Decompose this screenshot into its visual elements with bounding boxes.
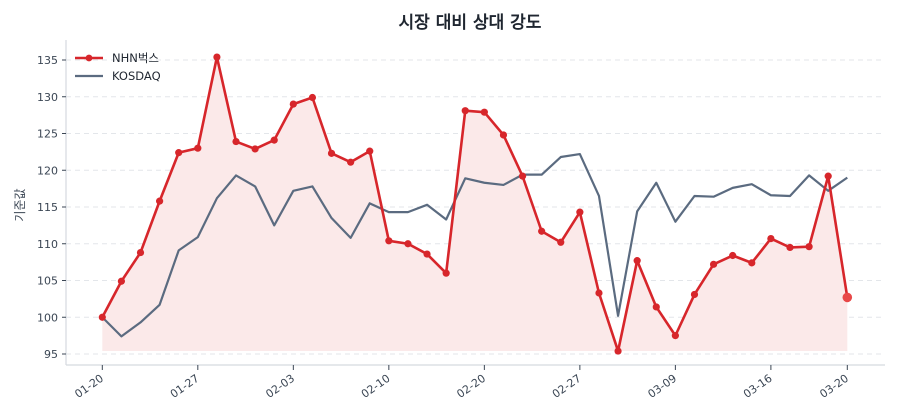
x-tick-label: 02-10 — [359, 372, 393, 401]
point-marker — [366, 147, 374, 155]
y-tick-label: 125 — [37, 128, 58, 141]
legend-item: NHN벅스 — [75, 51, 159, 65]
chart-title: 시장 대비 상대 강도 — [399, 13, 542, 33]
point-marker — [499, 131, 508, 139]
legend-label: KOSDAQ — [112, 69, 161, 83]
series-nhn-bugs — [98, 53, 853, 355]
series-line — [101, 152, 848, 338]
x-tick-label: 01-20 — [72, 372, 106, 401]
x-tick-label: 01-27 — [168, 372, 202, 401]
series-lines — [98, 53, 853, 355]
y-tick-label: 110 — [37, 238, 58, 251]
y-tick-label: 95 — [44, 348, 58, 361]
legend-item: KOSDAQ — [75, 69, 161, 83]
point-marker — [175, 149, 183, 157]
point-marker — [156, 197, 164, 205]
series-kosdaq — [101, 152, 848, 338]
y-tick-label: 100 — [37, 311, 58, 324]
point-marker — [709, 260, 718, 268]
point-marker — [671, 332, 679, 340]
legend: NHN벅스 KOSDAQ — [75, 51, 161, 83]
y-tick-label: 115 — [37, 201, 58, 214]
x-tick-label: 03-09 — [645, 372, 679, 401]
point-marker — [576, 208, 584, 216]
legend-marker-icon — [85, 54, 93, 62]
point-marker — [690, 290, 699, 299]
point-marker — [289, 100, 297, 108]
point-marker — [136, 248, 145, 257]
point-marker — [270, 136, 278, 144]
point-marker — [538, 227, 546, 235]
point-marker — [385, 237, 393, 245]
point-marker — [423, 250, 431, 258]
point-marker — [117, 277, 126, 285]
point-marker — [633, 257, 641, 265]
y-tick-label: 105 — [37, 275, 58, 288]
point-marker — [98, 313, 106, 321]
x-tick-label: 02-03 — [263, 372, 297, 401]
area-fill — [102, 57, 848, 352]
point-marker — [232, 137, 240, 146]
point-marker — [518, 172, 527, 180]
legend-label: NHN벅스 — [112, 51, 159, 65]
y-tick-label: 135 — [37, 54, 58, 67]
x-tick-label: 03-20 — [817, 372, 851, 401]
x-tick-label: 03-16 — [741, 372, 775, 401]
point-marker — [347, 158, 355, 166]
point-marker — [251, 145, 259, 153]
x-tick-label: 02-20 — [454, 372, 488, 401]
point-marker — [194, 144, 202, 152]
point-marker — [480, 108, 488, 116]
y-axis-label: 기준값 — [13, 188, 27, 221]
nhn-area-fill — [102, 57, 848, 352]
point-marker — [557, 238, 565, 246]
point-marker — [786, 243, 794, 252]
y-tick-label: 130 — [37, 91, 58, 104]
point-marker — [404, 240, 412, 248]
point-marker — [595, 289, 603, 297]
point-marker — [748, 259, 756, 267]
point-marker — [805, 243, 813, 251]
point-marker — [327, 149, 336, 157]
last-point-marker — [842, 292, 853, 303]
point-marker — [824, 172, 832, 180]
point-marker — [767, 235, 775, 243]
point-marker — [308, 93, 317, 102]
point-marker — [652, 303, 660, 311]
x-axis-ticks: 01-20 01-27 02-03 02-10 02-20 02-27 03-09 03-16… — [72, 365, 851, 401]
point-marker — [729, 251, 737, 260]
y-tick-label: 120 — [37, 164, 58, 177]
point-marker — [461, 107, 469, 115]
point-marker — [614, 347, 622, 355]
y-axis-ticks: 95 100 105 110 115 120 125 130 135 — [37, 54, 66, 361]
series-line — [101, 55, 849, 353]
x-tick-label: 02-27 — [550, 372, 584, 401]
point-marker — [213, 53, 221, 61]
point-marker — [442, 269, 450, 277]
